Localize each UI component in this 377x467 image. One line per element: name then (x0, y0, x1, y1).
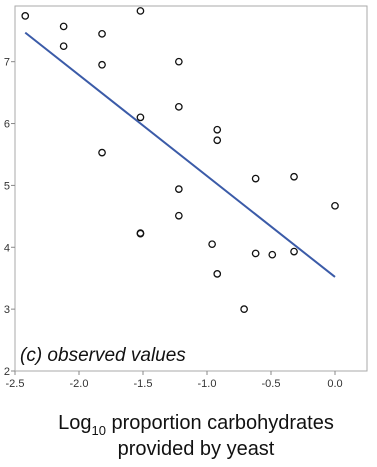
data-point (99, 149, 105, 155)
data-point (252, 175, 258, 181)
y-tick-label: 7 (4, 57, 10, 69)
x-tick-label: -2.5 (6, 378, 25, 390)
data-point (99, 31, 105, 37)
data-point (209, 241, 215, 247)
y-tick-label: 5 (4, 180, 10, 192)
data-point (241, 306, 247, 312)
data-point (176, 186, 182, 192)
x-axis-label-subscript: 10 (91, 423, 105, 438)
data-point (214, 137, 220, 143)
data-point (137, 114, 143, 120)
x-axis-label-rest: proportion carbohydrates (106, 412, 334, 434)
data-point (60, 43, 66, 49)
chart-annotation: (c) observed values (20, 345, 186, 366)
data-point (252, 250, 258, 256)
data-point (176, 213, 182, 219)
data-point (291, 248, 297, 254)
data-point (99, 62, 105, 68)
x-axis-label-line2: provided by yeast (118, 438, 275, 460)
regression-line (25, 33, 335, 277)
y-tick-label: 6 (4, 119, 10, 131)
data-point (22, 13, 28, 19)
data-point (176, 104, 182, 110)
y-axis: 2 3 4 5 6 7 (4, 57, 15, 378)
x-tick-label: -0.5 (262, 378, 281, 390)
x-tick-label: -1.0 (198, 378, 217, 390)
y-tick-label: 2 (4, 366, 10, 378)
data-point (269, 251, 275, 257)
data-point (332, 203, 338, 209)
x-tick-label: -1.5 (134, 378, 153, 390)
data-point (214, 271, 220, 277)
x-axis: -2.5 -2.0 -1.5 -1.0 -0.5 0.0 (6, 371, 343, 390)
x-tick-label: 0.0 (327, 378, 342, 390)
y-tick-label: 3 (4, 304, 10, 316)
data-point (176, 58, 182, 64)
data-point (291, 174, 297, 180)
data-point (214, 127, 220, 133)
x-tick-label: -2.0 (70, 378, 89, 390)
data-points (22, 8, 338, 313)
y-tick-label: 4 (4, 242, 10, 254)
data-point (60, 23, 66, 29)
plot-frame (15, 6, 367, 371)
x-axis-label-line1: Log10 proportion carbohydrates (58, 412, 334, 438)
data-point (137, 8, 143, 14)
x-axis-label-prefix: Log (58, 412, 91, 434)
